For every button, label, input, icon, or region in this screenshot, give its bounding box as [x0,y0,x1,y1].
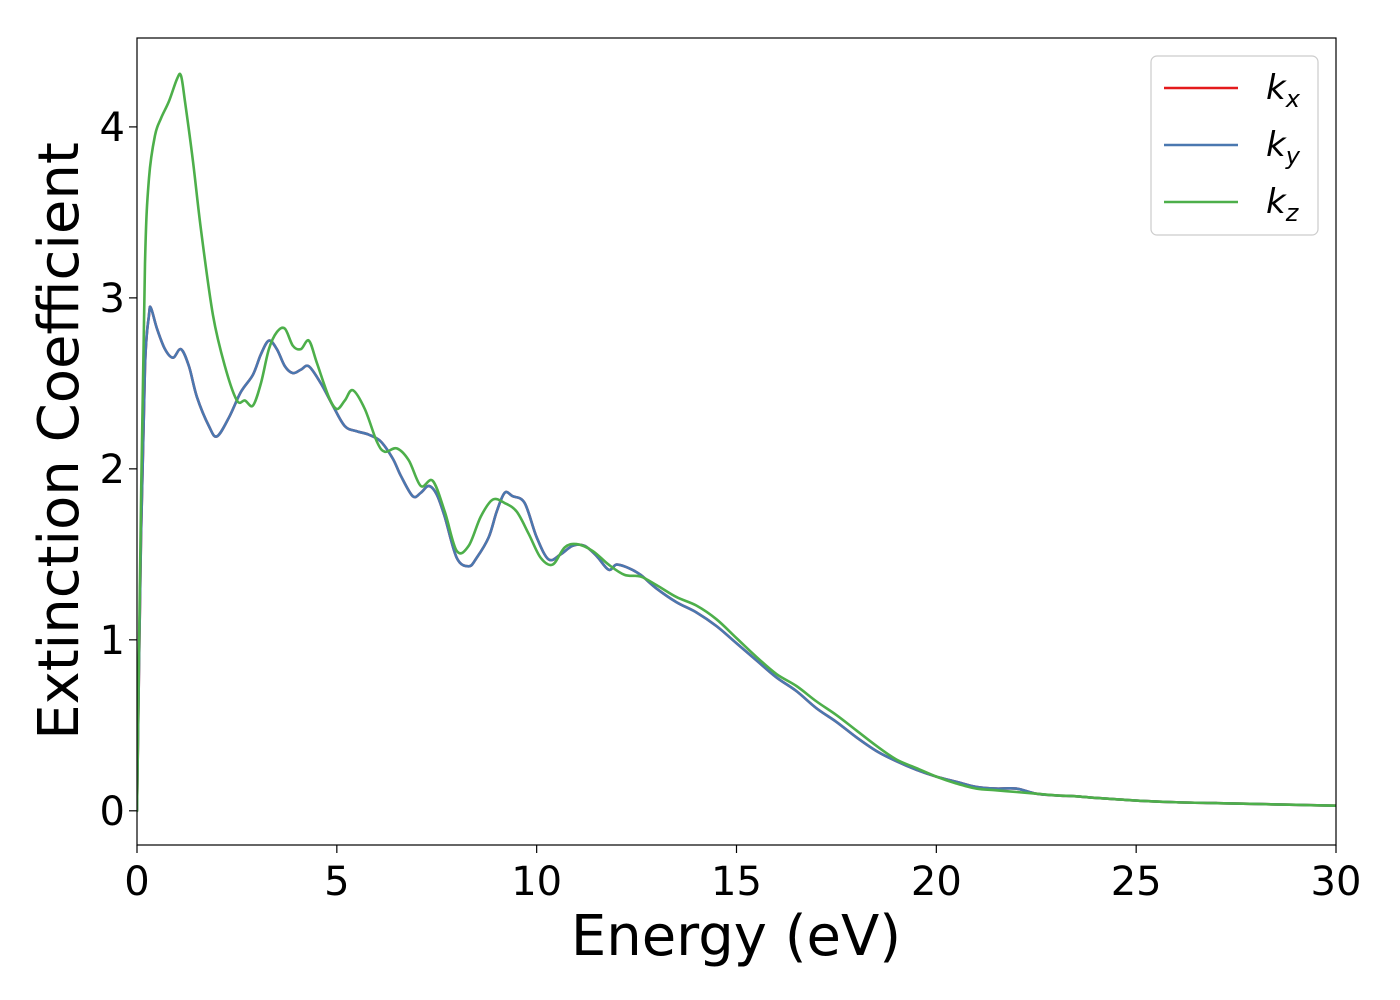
legend-label-kz: kz [1266,182,1300,227]
plot-background [137,38,1336,845]
y-tick-label: 0 [100,789,125,835]
x-tick-label: 30 [1311,859,1362,905]
x-tick-label: 15 [711,859,762,905]
x-tick-label: 25 [1111,859,1162,905]
legend-label-kx: kx [1266,68,1301,113]
y-tick-label: 4 [100,105,125,151]
legend: kx ky kz [1150,55,1319,236]
x-tick-label: 0 [124,859,149,905]
legend-label-ky: ky [1266,125,1301,170]
series-layer [137,72,1336,813]
y-axis-title: Extinction Coefficient [27,142,92,740]
y-tick-label: 1 [100,618,125,664]
x-tick-label: 5 [324,859,349,905]
y-tick-label: 3 [100,276,125,322]
x-axis-title: Energy (eV) [571,904,901,969]
y-axis: 0 1 2 3 4 [100,105,137,835]
x-tick-label: 10 [511,859,562,905]
series-line-kz [137,72,1336,813]
x-axis: 0 5 10 15 20 25 30 [124,845,1361,905]
y-tick-label: 2 [100,447,125,493]
x-tick-label: 20 [911,859,962,905]
